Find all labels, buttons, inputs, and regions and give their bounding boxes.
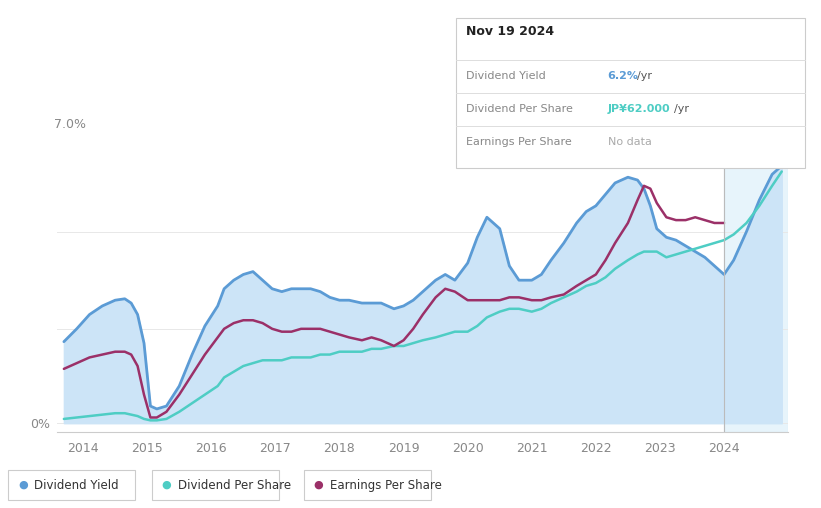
Text: Dividend Yield: Dividend Yield — [34, 479, 119, 492]
Text: Nov 19 2024: Nov 19 2024 — [466, 25, 553, 39]
Text: JP¥62.000: JP¥62.000 — [608, 104, 670, 114]
Text: Dividend Per Share: Dividend Per Share — [466, 104, 572, 114]
Bar — [724, 137, 788, 432]
Text: 7.0%: 7.0% — [54, 118, 86, 131]
Text: Past: Past — [727, 146, 750, 156]
Text: Earnings Per Share: Earnings Per Share — [330, 479, 442, 492]
Text: Earnings Per Share: Earnings Per Share — [466, 137, 571, 147]
Text: 6.2%: 6.2% — [608, 71, 639, 81]
Text: ●: ● — [314, 480, 323, 490]
Text: /yr: /yr — [674, 104, 689, 114]
Text: /yr: /yr — [637, 71, 652, 81]
Text: Dividend Per Share: Dividend Per Share — [178, 479, 291, 492]
Text: Dividend Yield: Dividend Yield — [466, 71, 545, 81]
Text: ●: ● — [162, 480, 172, 490]
Text: ●: ● — [18, 480, 28, 490]
Text: No data: No data — [608, 137, 651, 147]
